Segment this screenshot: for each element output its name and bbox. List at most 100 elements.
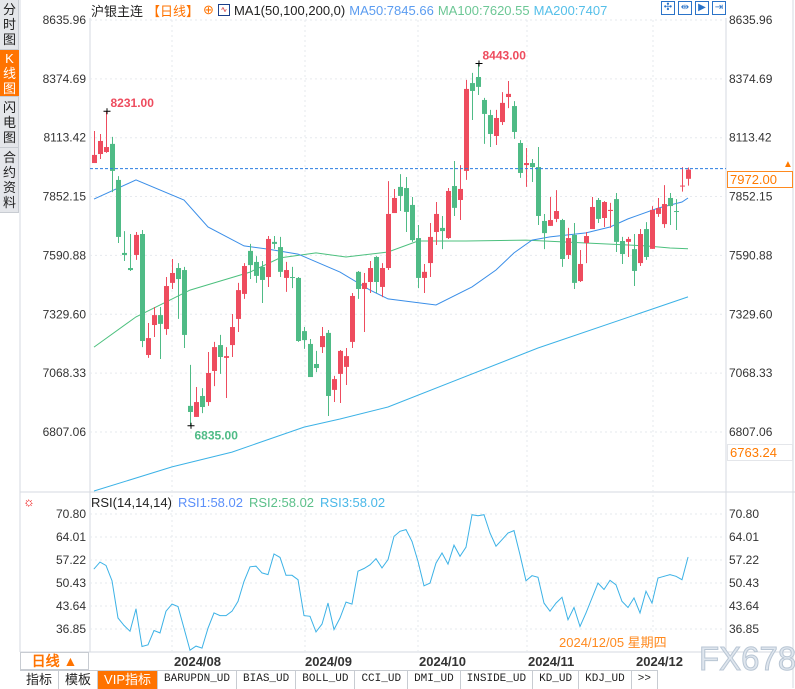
chart-toolbar: ✣ ⇹ ▶ ⇥ xyxy=(661,1,726,15)
sidebar-tab-flash-chart[interactable]: 闪电图 xyxy=(0,97,19,148)
candle-body xyxy=(566,238,571,255)
candle-body xyxy=(362,282,367,289)
candle-body xyxy=(590,206,595,230)
candle xyxy=(620,236,625,264)
rsi-point xyxy=(243,581,245,582)
rsi-point xyxy=(195,645,197,647)
ma200-value: MA200:7407 xyxy=(533,2,608,18)
rsi-point xyxy=(591,597,593,599)
candle xyxy=(476,63,481,96)
price-tick-left: 7852.15 xyxy=(43,190,87,204)
rsi-settings-icon[interactable]: ☼ xyxy=(23,494,35,509)
candle-body xyxy=(434,213,439,232)
candle xyxy=(554,190,559,223)
candle-body xyxy=(608,209,613,212)
add-indicator-icon[interactable]: ⊕ xyxy=(203,2,214,17)
price-annotation: 8231.00 xyxy=(111,96,155,110)
tab-templates[interactable]: 模板 xyxy=(59,671,99,689)
tab-indicators[interactable]: 指标 xyxy=(20,671,60,689)
tab-more[interactable]: >> xyxy=(632,671,658,689)
sidebar-tab-kline[interactable]: K线图 xyxy=(0,50,19,97)
price-tick-left: 7590.88 xyxy=(43,248,87,262)
rsi-point xyxy=(435,562,437,564)
indicator-params[interactable]: MA1(50,100,200,0) xyxy=(233,2,346,18)
tab-barupdn[interactable]: BARUPDN_UD xyxy=(158,671,238,689)
candle-body xyxy=(302,331,307,341)
candle-body xyxy=(398,186,403,196)
candle xyxy=(284,261,289,292)
candle-body xyxy=(206,372,211,403)
tab-label: 分时图 xyxy=(3,2,17,47)
rsi-point xyxy=(279,556,281,558)
rsi-point xyxy=(639,612,641,614)
candle-body xyxy=(458,188,463,200)
candle-body xyxy=(410,204,415,241)
tab-kdj[interactable]: KDJ_UD xyxy=(579,671,632,689)
tab-vip-indicators[interactable]: VIP指标 xyxy=(98,671,158,689)
candle-body xyxy=(338,350,343,374)
candle-body xyxy=(248,250,253,266)
crosshair-icon[interactable]: ✣ xyxy=(661,1,675,15)
rsi-point xyxy=(573,607,575,608)
candle-body xyxy=(326,332,331,396)
candle-body xyxy=(548,220,553,226)
tab-label: K线图 xyxy=(3,50,17,96)
candle-body xyxy=(128,268,133,271)
candle-body xyxy=(602,202,607,219)
candle-body xyxy=(524,163,529,166)
price-tick-left: 6807.06 xyxy=(43,425,87,439)
candle-body xyxy=(98,140,103,155)
candle-body xyxy=(428,236,433,264)
candle xyxy=(626,236,631,257)
candle-body xyxy=(296,277,301,342)
rsi-point xyxy=(663,575,665,577)
rsi-point xyxy=(135,608,137,610)
candle xyxy=(326,329,331,417)
candle-series xyxy=(92,63,691,426)
candle-body xyxy=(536,167,541,216)
rsi-tick-right: 36.85 xyxy=(729,622,759,636)
tab-cci[interactable]: CCI_UD xyxy=(355,671,409,689)
rsi-point xyxy=(447,563,449,565)
chart-frame xyxy=(19,0,795,688)
candle-body xyxy=(122,252,127,255)
candle-body xyxy=(116,179,121,237)
ma-chart-icon[interactable]: ∿ xyxy=(217,4,230,16)
candle-body xyxy=(518,142,523,173)
zoom-range-icon[interactable]: ⇹ xyxy=(678,1,692,15)
rsi-point xyxy=(147,644,149,646)
tab-bias[interactable]: BIAS_UD xyxy=(237,671,297,689)
candle xyxy=(260,261,265,303)
rsi2-value: RSI2:58.02 xyxy=(248,495,315,510)
rsi-params[interactable]: RSI(14,14,14) xyxy=(91,495,172,510)
tab-dmi[interactable]: DMI_UD xyxy=(408,671,461,689)
rsi-point xyxy=(495,545,497,547)
candle xyxy=(470,72,475,121)
candle xyxy=(128,234,133,271)
tab-inside[interactable]: INSIDE_UD xyxy=(461,671,534,689)
period-selector[interactable]: 日线 ▲ xyxy=(20,652,89,670)
rsi-point xyxy=(219,615,221,617)
price-tick-left: 7329.60 xyxy=(43,307,87,321)
play-forward-icon[interactable]: ▶ xyxy=(695,1,709,15)
tab-kd[interactable]: KD_UD xyxy=(533,671,580,689)
candle xyxy=(188,364,193,426)
candle xyxy=(656,197,661,217)
candle-body xyxy=(392,197,397,214)
rsi-point xyxy=(681,579,683,581)
goto-end-icon[interactable]: ⇥ xyxy=(712,1,726,15)
indicator-tab-bar: 指标 模板 VIP指标 BARUPDN_UD BIAS_UD BOLL_UD C… xyxy=(20,670,658,689)
sidebar: 分时图 K线图 闪电图 合约资料 xyxy=(0,0,19,213)
candle-body xyxy=(560,220,565,260)
symbol-name: 沪银主连 xyxy=(91,3,144,19)
tab-boll[interactable]: BOLL_UD xyxy=(296,671,356,689)
sidebar-tab-contract-info[interactable]: 合约资料 xyxy=(0,148,19,213)
rsi-point xyxy=(543,602,545,604)
candle-body xyxy=(506,93,511,98)
rsi-point xyxy=(105,565,107,566)
sidebar-tab-time-chart[interactable]: 分时图 xyxy=(0,0,19,50)
candle-body xyxy=(176,268,181,280)
candle xyxy=(602,201,607,228)
candle xyxy=(464,79,469,180)
